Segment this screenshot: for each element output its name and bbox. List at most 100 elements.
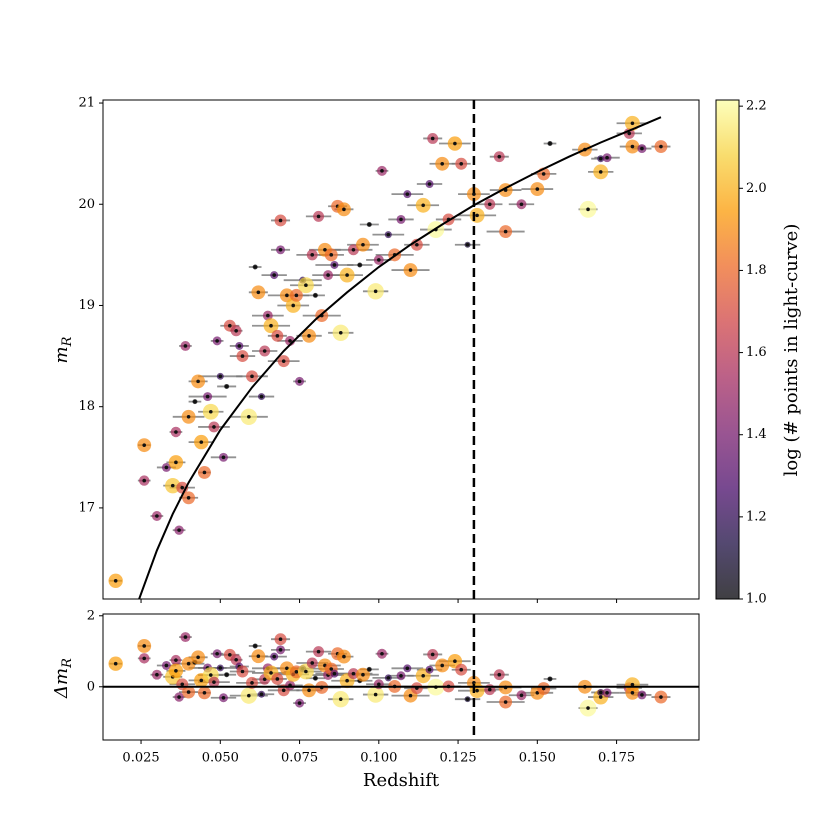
point-center (281, 359, 286, 363)
point-center (640, 146, 644, 151)
colorbar-tick-label: 2.2 (746, 99, 767, 114)
point-center (377, 682, 381, 687)
point-center (240, 354, 245, 358)
point-center (183, 635, 188, 639)
point-center (256, 654, 261, 659)
point-center (405, 666, 410, 671)
point-center (332, 671, 337, 676)
point-center (183, 344, 188, 348)
point-center (221, 455, 226, 460)
point-center (399, 673, 403, 678)
point-center (310, 661, 315, 665)
point-center (142, 656, 147, 661)
point-center (598, 170, 603, 174)
point-center (519, 202, 524, 207)
point-center (367, 222, 372, 227)
point-center (285, 293, 289, 298)
point-center (228, 653, 232, 657)
point-center (415, 242, 419, 247)
point-center (247, 693, 251, 698)
point-center (193, 399, 197, 404)
point-center (408, 693, 413, 698)
point-center (288, 339, 292, 343)
point-center (342, 654, 346, 659)
point-center (475, 688, 479, 693)
point-center (142, 644, 147, 648)
point-center (427, 182, 432, 186)
model-curve (138, 116, 662, 599)
point-center (262, 677, 267, 682)
point-center (345, 678, 349, 683)
point-center (630, 690, 635, 695)
point-center (218, 666, 223, 670)
point-center (630, 121, 635, 126)
y-tick-label: 2 (87, 608, 95, 623)
point-center (357, 263, 362, 267)
x-axis-label: Redshift (363, 770, 440, 791)
point-center (224, 384, 229, 389)
point-center (386, 676, 391, 680)
point-center (294, 293, 299, 298)
point-center (427, 667, 432, 672)
y-label-sub: R (60, 336, 75, 347)
point-center (399, 217, 403, 222)
point-center (202, 470, 207, 475)
point-center (180, 682, 185, 687)
point-center (164, 465, 169, 470)
point-center (342, 207, 346, 212)
point-center (234, 657, 238, 662)
y-label-base: Δm (51, 668, 72, 699)
y-tick-label: 19 (78, 298, 95, 313)
point-center (142, 443, 147, 447)
x-tick-label: 0.100 (360, 751, 397, 766)
point-center (180, 485, 185, 490)
point-center (250, 374, 254, 379)
point-center (310, 253, 315, 257)
bottom-plot-area (103, 614, 699, 740)
point-center (196, 379, 200, 384)
point-center (329, 253, 334, 257)
point-center (278, 248, 283, 252)
point-center (113, 661, 118, 666)
point-center (497, 154, 502, 159)
colorbar-tick-label: 2.0 (746, 181, 767, 196)
point-center (307, 334, 311, 338)
x-tick-label: 0.175 (598, 751, 635, 766)
colorbar-tick-label: 1.6 (746, 345, 767, 360)
x-tick-label: 0.125 (439, 751, 476, 766)
point-center (186, 415, 191, 419)
axes-frame (102, 613, 700, 741)
colorbar-tick-label: 1.0 (746, 592, 767, 607)
point-center (487, 202, 492, 207)
point-center (155, 672, 159, 677)
y-axis-label: mR (51, 336, 75, 363)
top-plot-area (108, 100, 671, 599)
point-center (174, 668, 178, 673)
point-center (313, 293, 318, 298)
point-center (256, 290, 261, 295)
point-center (174, 658, 178, 662)
point-center (208, 673, 213, 677)
point-center (186, 690, 191, 694)
y-tick-label: 20 (78, 197, 95, 212)
point-center (465, 242, 470, 247)
point-center (605, 690, 609, 695)
point-center (598, 695, 603, 699)
point-center (212, 680, 216, 684)
x-tick-label: 0.025 (122, 751, 159, 766)
point-center (142, 478, 147, 483)
point-center (272, 654, 276, 659)
point-center (174, 430, 178, 434)
x-tick-label: 0.050 (202, 751, 239, 766)
point-center (326, 273, 330, 277)
point-center (351, 671, 356, 676)
point-center (405, 192, 410, 196)
point-center (272, 273, 276, 277)
point-center (386, 232, 391, 237)
point-center (177, 695, 181, 699)
point-center (262, 349, 267, 353)
point-center (215, 651, 219, 656)
point-center (361, 242, 365, 247)
point-center (253, 265, 257, 269)
